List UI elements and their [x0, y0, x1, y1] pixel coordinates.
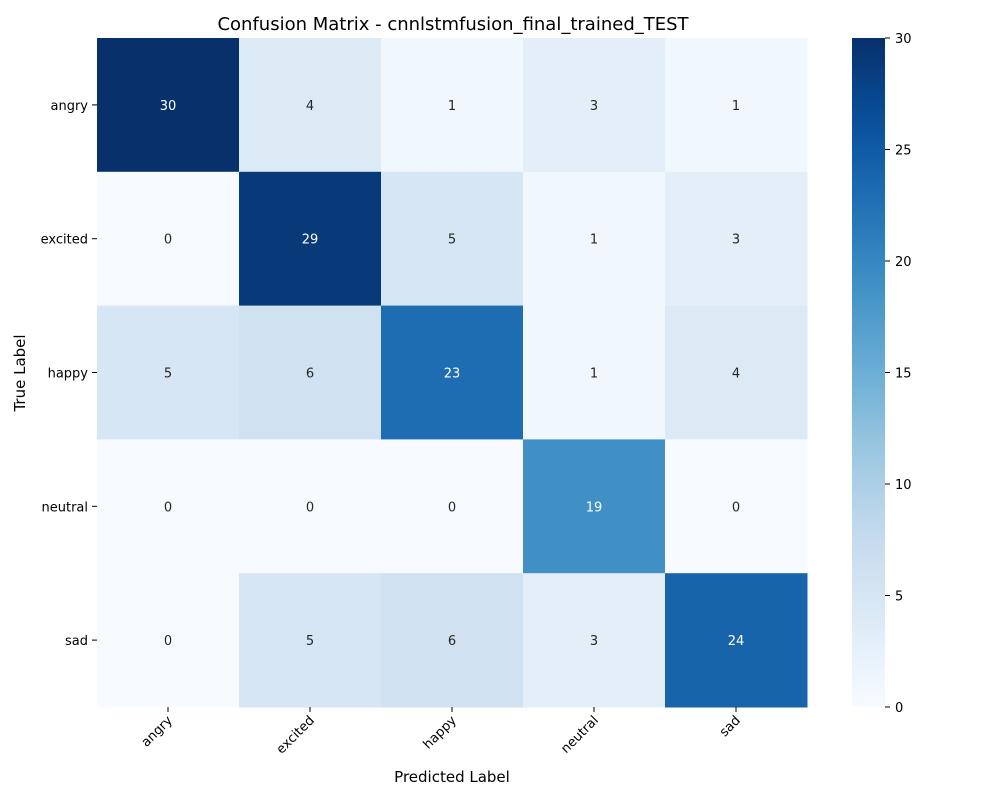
- cell-value-label: 0: [164, 500, 172, 515]
- cell-value-label: 6: [306, 367, 314, 382]
- colorbar-tick-label: 5: [895, 590, 903, 605]
- heatmap-cell: [665, 305, 808, 440]
- y-tick-label: sad: [65, 634, 88, 649]
- heatmap-cell: [381, 439, 524, 574]
- cell-value-label: 19: [586, 500, 603, 515]
- heatmap-cell: [381, 171, 524, 307]
- heatmap-cell: [665, 573, 808, 708]
- heatmap-cell: [523, 38, 666, 173]
- cell-value-label: 5: [306, 634, 314, 649]
- x-axis-label: Predicted Label: [394, 768, 510, 786]
- cell-value-label: 1: [590, 233, 598, 248]
- colorbar-tick-label: 0: [895, 701, 903, 716]
- y-tick-label: neutral: [42, 500, 89, 515]
- cell-value-label: 5: [164, 367, 172, 382]
- heatmap-cell: [523, 305, 666, 440]
- x-tick-label: angry: [139, 713, 176, 750]
- heatmap-cell: [97, 439, 240, 574]
- y-tick-label: happy: [48, 367, 89, 382]
- x-tick-label: happy: [421, 713, 460, 752]
- heatmap-cell: [239, 171, 382, 307]
- x-tick-label: sad: [717, 713, 744, 740]
- cell-value-label: 1: [590, 367, 598, 382]
- colorbar-tick-label: 20: [895, 255, 912, 270]
- heatmap-cell: [97, 305, 240, 440]
- cell-value-label: 3: [590, 99, 598, 114]
- cell-value-label: 5: [448, 233, 456, 248]
- heatmap-cell: [97, 38, 240, 173]
- cell-value-label: 0: [164, 634, 172, 649]
- cell-value-label: 3: [590, 634, 598, 649]
- y-tick-label: excited: [41, 233, 88, 248]
- cell-value-label: 0: [448, 500, 456, 515]
- colorbar: [852, 38, 885, 707]
- heatmap-cell: [97, 573, 240, 708]
- colorbar-tick-label: 30: [895, 32, 912, 47]
- colorbar-tick-label: 10: [895, 478, 912, 493]
- cell-value-label: 0: [164, 233, 172, 248]
- colorbar-ticks: 0 5 10 15 20 25 30: [885, 32, 912, 716]
- heatmap-cell: [381, 573, 524, 708]
- cell-value-label: 1: [732, 99, 740, 114]
- cell-value-label: 23: [444, 367, 461, 382]
- x-axis-ticks: angry excited happy neutral sad: [139, 707, 744, 757]
- x-tick-label: neutral: [558, 713, 601, 756]
- heatmap-cell: [239, 305, 382, 440]
- heatmap-cell: [381, 38, 524, 173]
- y-axis-ticks: angry excited happy neutral sad: [41, 99, 97, 649]
- heatmap-cell: [239, 573, 382, 708]
- cell-value-label: 29: [302, 233, 319, 248]
- cell-value-label: 4: [732, 367, 740, 382]
- cell-value-label: 0: [306, 500, 314, 515]
- heatmap-cell: [239, 38, 382, 173]
- heatmap-cell: [523, 171, 666, 307]
- heatmap-cell: [523, 439, 666, 574]
- cell-value-label: 0: [732, 500, 740, 515]
- x-tick-label: excited: [274, 713, 318, 757]
- heatmap-cell: [665, 38, 808, 173]
- cell-value-label: 1: [448, 99, 456, 114]
- cell-value-label: 24: [728, 634, 745, 649]
- cell-value-label: 30: [160, 99, 177, 114]
- colorbar-tick-label: 15: [895, 367, 912, 382]
- heatmap-cell: [381, 305, 524, 440]
- heatmap-cell: [523, 573, 666, 708]
- cell-value-label: 3: [732, 233, 740, 248]
- heatmap-cell: [97, 171, 240, 307]
- heatmap-cell: [665, 171, 808, 307]
- chart-title: Confusion Matrix - cnnlstmfusion_final_t…: [217, 14, 689, 35]
- heatmap-cell-labels: 30 4 1 3 1 0 29 5 1 3 5 6 23 1 4 0 0 0 19 0 0 5 6 3 24: [160, 99, 745, 649]
- heatmap-cell: [239, 439, 382, 574]
- cell-value-label: 4: [306, 99, 314, 114]
- heatmap-cells: [97, 38, 808, 708]
- y-axis-label: True Label: [11, 334, 29, 412]
- y-tick-label: angry: [51, 99, 89, 114]
- heatmap-cell: [665, 439, 808, 574]
- cell-value-label: 6: [448, 634, 456, 649]
- colorbar-tick-label: 25: [895, 144, 912, 159]
